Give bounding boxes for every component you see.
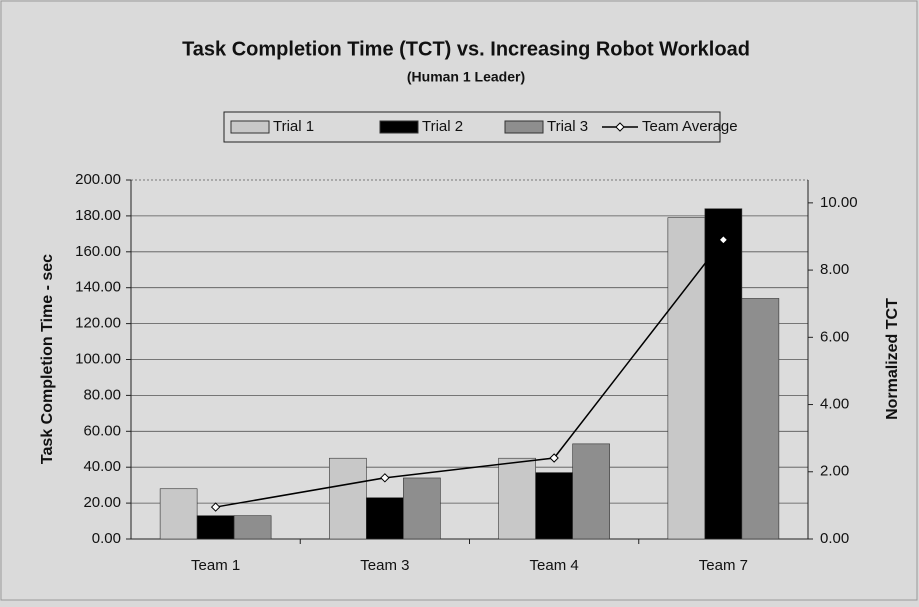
line-marker: [210, 502, 221, 512]
y-tick-label: 60.00: [83, 422, 121, 439]
y2-tick-label: 2.00: [820, 463, 849, 480]
legend-marker: [615, 122, 625, 132]
y2-tick-label: 8.00: [820, 261, 849, 278]
y-tick-label: 200.00: [75, 171, 121, 188]
y-axis-label: Task Completion Time - sec: [39, 254, 56, 464]
bar: [366, 497, 404, 540]
chart-subtitle: (Human 1 Leader): [407, 69, 525, 85]
bar: [329, 457, 367, 540]
y-tick-label: 160.00: [75, 243, 121, 260]
legend-swatch: [504, 120, 544, 134]
y2-tick-label: 4.00: [820, 396, 849, 413]
line: [215, 239, 724, 508]
y-tick-label: 40.00: [83, 458, 121, 475]
y2-tick-label: 10.00: [820, 194, 858, 211]
x-tick-label: Team 4: [530, 557, 579, 574]
y-tick-label: 80.00: [83, 386, 121, 403]
legend-swatch: [230, 120, 270, 134]
x-tick-label: Team 1: [191, 557, 240, 574]
y-tick-label: 20.00: [83, 494, 121, 511]
y-tick-label: 120.00: [75, 315, 121, 332]
bar: [159, 488, 198, 540]
bar: [535, 472, 573, 540]
line-marker: [549, 453, 559, 463]
legend-label: Trial 3: [547, 118, 588, 135]
y-tick-label: 180.00: [75, 207, 121, 224]
legend-label: Team Average: [642, 118, 738, 135]
legend-swatch: [379, 120, 419, 134]
legend-label: Trial 2: [422, 118, 463, 135]
bar: [233, 515, 272, 540]
bar: [572, 443, 610, 540]
bar: [498, 457, 536, 540]
legend-label: Trial 1: [273, 118, 314, 135]
bar: [741, 298, 780, 540]
y2-axis-label: Normalized TCT: [884, 298, 901, 420]
bar: [403, 477, 441, 540]
x-tick-label: Team 7: [699, 557, 748, 574]
line-marker: [380, 473, 390, 483]
y-tick-label: 100.00: [75, 350, 121, 367]
y2-tick-label: 0.00: [820, 530, 849, 547]
y-tick-label: 140.00: [75, 279, 121, 296]
x-tick-label: Team 3: [360, 557, 409, 574]
chart-title: Task Completion Time (TCT) vs. Increasin…: [182, 38, 750, 60]
y-tick-label: 0.00: [92, 530, 121, 547]
bar: [704, 208, 743, 540]
line-marker: [718, 235, 729, 245]
bar: [667, 217, 706, 540]
bar: [196, 515, 235, 540]
y2-tick-label: 6.00: [820, 328, 849, 345]
